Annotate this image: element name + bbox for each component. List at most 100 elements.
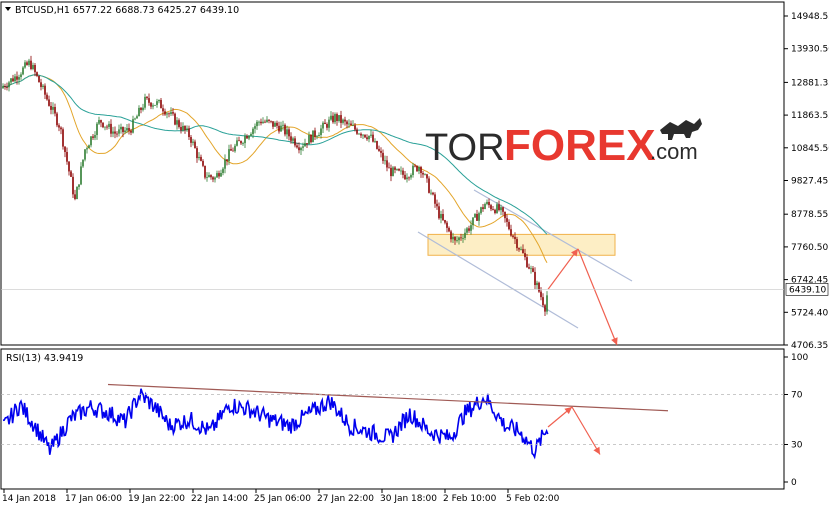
candle-body (462, 237, 464, 239)
candle-body (372, 134, 374, 142)
candle-body (328, 119, 330, 128)
candle-body (20, 74, 22, 78)
candle-body (420, 167, 422, 173)
candle-body (178, 120, 180, 127)
candle-body (54, 106, 56, 114)
candle-body (366, 137, 368, 140)
candle-body (192, 141, 194, 143)
candle-body (348, 123, 350, 125)
y-tick-label: 6742.45 (791, 276, 828, 286)
candle-body (340, 115, 342, 123)
candle-body (322, 122, 324, 129)
candle-body (530, 268, 532, 270)
candle-body (294, 138, 296, 146)
x-tick-label: 27 Jan 22:00 (317, 494, 374, 504)
candle-body (400, 170, 402, 172)
candle-body (86, 148, 88, 150)
candle-body (454, 236, 456, 241)
candle-body (118, 129, 120, 134)
candle-body (390, 167, 392, 177)
x-tick-label: 17 Jan 06:00 (65, 494, 122, 504)
candle-body (76, 186, 78, 200)
candle-body (368, 135, 370, 140)
candle-body (34, 65, 36, 73)
candle-body (424, 174, 426, 176)
candle-body (60, 127, 62, 130)
candle-body (300, 147, 302, 151)
candle-body (538, 282, 540, 292)
candle-body (10, 78, 12, 83)
candle-body (316, 136, 318, 138)
candle-body (182, 125, 184, 131)
candle-body (250, 133, 252, 136)
rsi-tick-label: 70 (791, 391, 803, 401)
candle-body (146, 96, 148, 99)
x-tick-label: 25 Jan 06:00 (254, 494, 311, 504)
candle-body (166, 113, 168, 115)
candle-body (352, 125, 354, 127)
x-tick-label: 22 Jan 14:00 (191, 494, 248, 504)
candle-body (144, 96, 146, 108)
candle-body (214, 177, 216, 180)
watermark-forex: FOREX (504, 121, 656, 170)
candle-body (104, 126, 106, 128)
candle-body (464, 232, 466, 238)
candle-body (506, 218, 508, 222)
candle-body (468, 228, 470, 231)
candle-body (354, 125, 356, 130)
candle-body (264, 121, 266, 123)
y-tick-label: 9827.45 (791, 177, 828, 187)
candle-body (32, 65, 34, 69)
candle-body (152, 105, 154, 107)
candle-body (494, 209, 496, 214)
dropdown-triangle-icon[interactable] (5, 7, 11, 11)
candle-body (244, 136, 246, 144)
candle-body (56, 113, 58, 126)
candle-body (480, 207, 482, 214)
candle-body (394, 167, 396, 170)
candle-body (80, 166, 82, 185)
price-forecast-down-arrowhead (611, 337, 618, 346)
candle-body (128, 128, 130, 131)
candle-body (270, 120, 272, 122)
candle-body (402, 170, 404, 175)
candle-body (532, 268, 534, 272)
candle-body (8, 82, 10, 88)
candle-body (520, 249, 522, 250)
candle-body (516, 239, 518, 249)
candle-body (336, 114, 338, 121)
candle-body (488, 201, 490, 206)
candle-body (228, 149, 230, 162)
price-forecast-up-arrowhead (571, 248, 578, 257)
candle-body (190, 137, 192, 143)
candle-body (404, 174, 406, 180)
candle-body (392, 167, 394, 177)
candle-body (470, 225, 472, 231)
watermark-tor: TOR (425, 127, 505, 169)
candle-body (68, 161, 70, 172)
candle-body (258, 121, 260, 123)
candle-body (174, 113, 176, 125)
candle-body (344, 119, 346, 122)
ma-slow-line (2, 74, 548, 235)
candle-body (16, 76, 18, 80)
main-overlays (417, 189, 633, 346)
rsi-forecast-down-arrowhead (593, 446, 600, 455)
candle-body (274, 122, 276, 127)
y-tick-label: 4706.35 (791, 341, 828, 351)
candle-body (4, 86, 6, 88)
candle-body (254, 126, 256, 129)
candle-body (406, 177, 408, 180)
candle-body (78, 184, 80, 187)
candle-body (42, 85, 44, 87)
candle-body (334, 114, 336, 123)
candle-body (504, 211, 506, 219)
candle-body (248, 135, 250, 139)
candle-body (490, 205, 492, 210)
candle-body (290, 136, 292, 141)
candle-body (308, 135, 310, 145)
candle-body (194, 141, 196, 149)
candle-body (318, 134, 320, 137)
candle-body (46, 94, 48, 100)
rsi-tick-label: 0 (791, 478, 797, 488)
